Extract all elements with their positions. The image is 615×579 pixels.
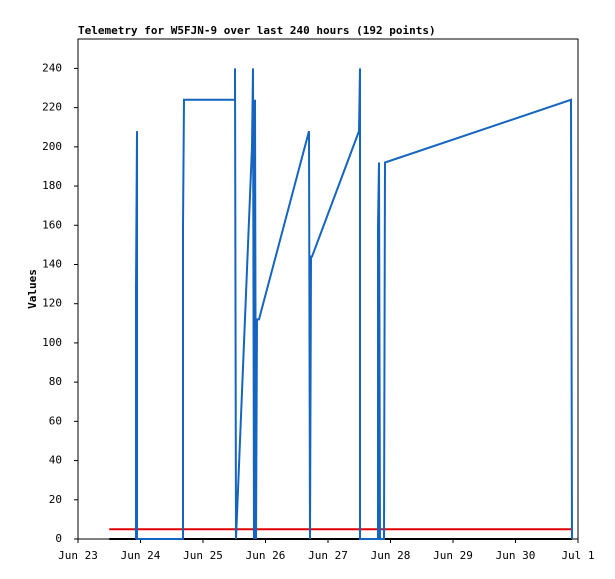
y-tick-label: 180 <box>42 179 62 192</box>
y-tick-label: 240 <box>42 61 62 74</box>
y-tick-label: 200 <box>42 140 62 153</box>
chart-title: Telemetry for W5FJN-9 over last 240 hour… <box>78 24 436 37</box>
x-tick-label: Jun 24 <box>121 549 161 562</box>
y-tick-label: 140 <box>42 257 62 270</box>
x-tick-label: Jun 25 <box>183 549 223 562</box>
y-tick-label: 100 <box>42 336 62 349</box>
y-tick-label: 80 <box>49 375 62 388</box>
y-tick-label: 120 <box>42 297 62 310</box>
x-tick-label: Jun 28 <box>371 549 411 562</box>
y-tick-label: 160 <box>42 218 62 231</box>
y-tick-label: 0 <box>55 532 62 545</box>
x-tick-label: Jun 26 <box>246 549 286 562</box>
y-tick-label: 20 <box>49 493 62 506</box>
y-tick-label: 60 <box>49 414 62 427</box>
x-tick-label: Jun 23 <box>58 549 98 562</box>
x-tick-label: Jul 1 <box>561 549 594 562</box>
series-line <box>135 68 573 540</box>
x-tick-label: Jun 27 <box>308 549 348 562</box>
x-tick-label: Jun 30 <box>496 549 536 562</box>
y-tick-label: 40 <box>49 454 62 467</box>
y-axis-label: Values <box>26 269 39 309</box>
x-tick-label: Jun 29 <box>433 549 473 562</box>
y-tick-label: 220 <box>42 101 62 114</box>
